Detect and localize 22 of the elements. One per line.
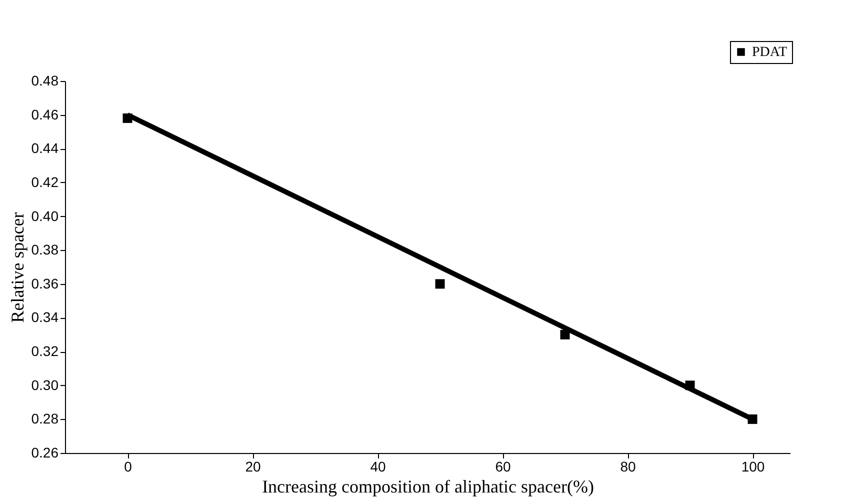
- x-tick-label: 0: [124, 458, 132, 474]
- y-tick-label: 0.28: [31, 410, 59, 427]
- y-tick-label: 0.26: [31, 444, 59, 460]
- x-tick-label: 100: [741, 458, 765, 474]
- y-tick-label: 0.48: [31, 72, 59, 88]
- x-axis-title: Increasing composition of aliphatic spacer(%): [262, 476, 594, 496]
- y-tick-label: 0.36: [31, 275, 59, 292]
- x-tick-label: 20: [245, 458, 261, 474]
- y-tick-label: 0.32: [31, 343, 59, 360]
- y-tick-label: 0.34: [31, 309, 59, 326]
- y-axis-title: Relative spacer: [7, 212, 28, 323]
- y-tick-label: 0.44: [31, 140, 59, 156]
- x-tick-label: 40: [370, 458, 386, 474]
- x-tick-label: 80: [620, 458, 636, 474]
- legend-label: PDAT: [752, 45, 788, 60]
- y-tick-label: 0.46: [31, 106, 59, 122]
- y-tick-label: 0.30: [31, 376, 59, 393]
- y-tick-label: 0.38: [31, 242, 59, 258]
- y-tick-label: 0.40: [31, 208, 59, 224]
- y-tick-label: 0.42: [31, 174, 59, 190]
- point: [435, 279, 445, 289]
- x-tick-label: 60: [495, 458, 511, 474]
